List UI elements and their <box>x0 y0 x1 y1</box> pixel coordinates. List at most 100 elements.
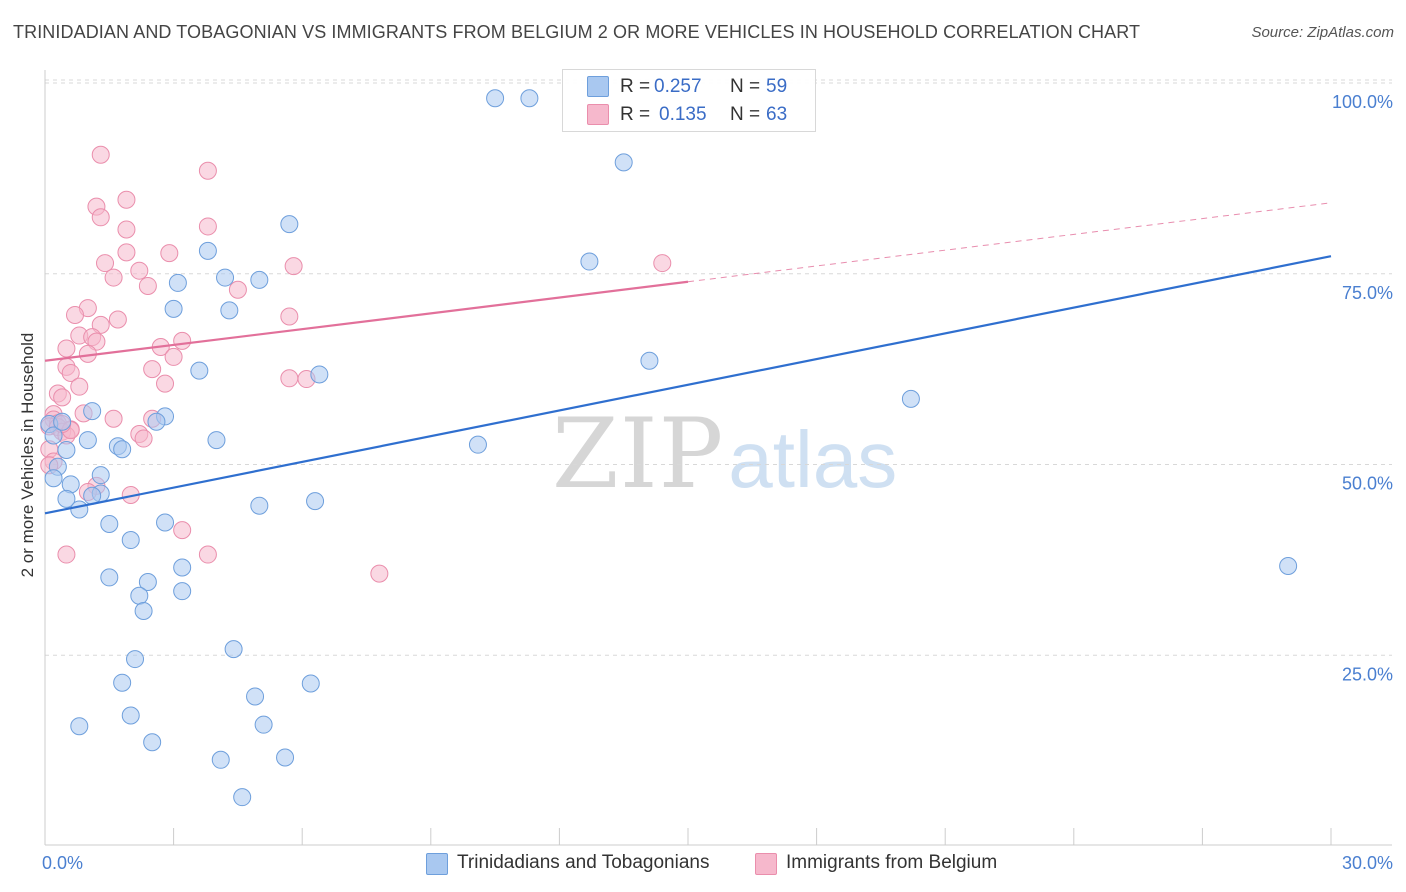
data-point-trinidad <box>520 89 539 108</box>
data-point-belgium <box>57 339 76 358</box>
data-point-trinidad <box>57 489 76 508</box>
y-tick-label: 50.0% <box>1342 474 1393 494</box>
data-point-belgium <box>70 377 89 396</box>
source-label: Source: ZipAtlas.com <box>1251 24 1394 41</box>
data-point-trinidad <box>468 435 487 454</box>
data-point-trinidad <box>70 500 89 519</box>
data-point-belgium <box>280 369 299 388</box>
data-point-trinidad <box>301 674 320 693</box>
axes <box>44 70 1392 846</box>
legend: R = 0.257 N = 59 R = 0.135 N = 63 <box>562 69 816 132</box>
data-point-belgium <box>91 315 110 334</box>
data-point-belgium <box>198 161 217 180</box>
data-point-trinidad <box>53 412 72 431</box>
series-belgium-points <box>40 145 672 583</box>
data-point-belgium <box>228 280 247 299</box>
y-tick-label: 25.0% <box>1342 664 1393 684</box>
data-point-trinidad <box>1279 556 1298 575</box>
data-point-belgium <box>57 545 76 564</box>
data-point-belgium <box>156 374 175 393</box>
data-point-trinidad <box>44 469 63 488</box>
data-point-trinidad <box>250 496 269 515</box>
data-point-trinidad <box>211 750 230 769</box>
data-point-trinidad <box>207 431 226 450</box>
data-point-trinidad <box>486 89 505 108</box>
legend-n-label: N = <box>730 76 761 97</box>
y-tick-label: 100.0% <box>1332 92 1393 112</box>
bottom-legend-label: Immigrants from Belgium <box>786 852 998 873</box>
data-point-belgium <box>104 409 123 428</box>
data-point-trinidad <box>113 673 132 692</box>
data-point-trinidad <box>580 252 599 271</box>
y-tick-label: 75.0% <box>1342 283 1393 303</box>
data-point-trinidad <box>233 788 252 807</box>
data-point-trinidad <box>70 717 89 736</box>
grid-lines <box>45 79 1392 656</box>
legend-r-value: 0.135 <box>659 104 707 125</box>
data-point-trinidad <box>130 586 149 605</box>
series-trinidad-points <box>40 89 1298 807</box>
data-point-trinidad <box>901 389 920 408</box>
data-point-trinidad <box>220 301 239 320</box>
legend-swatch-pink <box>587 104 609 125</box>
data-point-belgium <box>117 220 136 239</box>
data-point-belgium <box>653 254 672 273</box>
data-point-trinidad <box>121 531 140 550</box>
data-point-belgium <box>117 243 136 262</box>
data-point-trinidad <box>100 568 119 587</box>
data-point-trinidad <box>276 748 295 767</box>
data-point-trinidad <box>246 687 265 706</box>
data-point-belgium <box>164 347 183 366</box>
x-tick-label: 30.0% <box>1342 853 1393 873</box>
data-point-belgium <box>91 145 110 164</box>
data-point-trinidad <box>100 515 119 534</box>
data-point-trinidad <box>57 441 76 460</box>
data-point-belgium <box>104 268 123 287</box>
data-point-trinidad <box>190 361 209 380</box>
data-point-belgium <box>280 307 299 326</box>
data-point-trinidad <box>83 402 102 421</box>
data-point-trinidad <box>121 706 140 725</box>
data-point-belgium <box>108 310 127 329</box>
trend-lines <box>44 202 1332 515</box>
data-point-trinidad <box>44 426 63 445</box>
data-point-trinidad <box>113 440 132 459</box>
data-point-trinidad <box>134 601 153 620</box>
bottom-legend-swatch-blue <box>426 853 448 875</box>
data-point-belgium <box>87 332 106 351</box>
data-point-trinidad <box>614 153 633 172</box>
data-point-belgium <box>91 208 110 227</box>
legend-row-trinidad: R = 0.257 N = 59 <box>563 73 815 99</box>
data-point-belgium <box>370 564 389 583</box>
legend-n-value: 63 <box>766 104 788 125</box>
data-point-belgium <box>138 276 157 295</box>
data-point-trinidad <box>138 573 157 592</box>
legend-n-value: 59 <box>766 76 788 97</box>
data-point-trinidad <box>168 273 187 292</box>
bottom-legend-swatch-pink <box>755 853 777 875</box>
legend-n-label: N = <box>730 104 761 125</box>
data-point-trinidad <box>173 582 192 601</box>
legend-row-belgium: R = 0.135 N = 63 <box>563 101 815 127</box>
x-tick-label: 0.0% <box>42 853 83 873</box>
data-point-belgium <box>173 331 192 350</box>
data-point-belgium <box>96 254 115 273</box>
data-point-belgium <box>198 545 217 564</box>
legend-r-label: R = <box>620 76 651 97</box>
bottom-legend-label: Trinidadians and Tobagonians <box>457 852 710 873</box>
data-point-trinidad <box>224 640 243 659</box>
data-point-trinidad <box>306 492 325 511</box>
data-point-trinidad <box>280 215 299 234</box>
trend-line-belgium <box>44 280 689 362</box>
data-point-trinidad <box>173 558 192 577</box>
data-point-belgium <box>66 305 85 324</box>
data-point-belgium <box>117 190 136 209</box>
data-point-belgium <box>130 261 149 280</box>
legend-r-value: 0.257 <box>654 76 702 97</box>
legend-r-label: R = <box>620 104 651 125</box>
chart-title: TRINIDADIAN AND TOBAGONIAN VS IMMIGRANTS… <box>13 22 1141 42</box>
data-point-belgium <box>160 244 179 263</box>
data-point-belgium <box>134 429 153 448</box>
trend-line-trinidad <box>44 255 1332 515</box>
